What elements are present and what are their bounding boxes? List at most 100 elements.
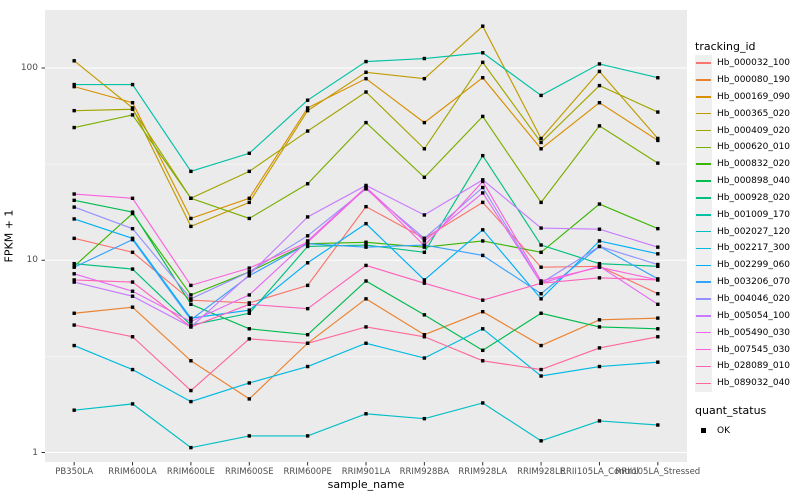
legend-key-swatch (695, 223, 712, 241)
data-point (189, 297, 193, 301)
data-point (481, 76, 485, 80)
legend-line-icon (696, 348, 711, 351)
x-tick-label: RRIM600SE (224, 466, 274, 477)
data-point (597, 227, 602, 231)
data-point (422, 56, 427, 61)
panel-background (45, 10, 687, 462)
data-point (539, 343, 543, 348)
legend-item: Hb_000032_100 (695, 54, 790, 72)
legend-key-swatch (695, 307, 712, 325)
data-point (481, 327, 485, 331)
legend-key-swatch (695, 341, 712, 359)
legend-key-swatch (695, 239, 712, 257)
data-point (656, 423, 660, 427)
y-tick-label: 100 (20, 63, 38, 73)
legend-item: Hb_004046_020 (695, 290, 790, 308)
data-point (597, 419, 602, 423)
data-point (597, 346, 602, 350)
data-point (72, 280, 76, 284)
data-point (72, 108, 76, 113)
legend-label: Hb_000832_020 (717, 159, 791, 170)
data-point (305, 106, 310, 110)
data-point (72, 198, 76, 203)
legend-label: Hb_000620_010 (717, 142, 791, 153)
legend-label: Hb_001009_170 (717, 209, 791, 220)
legend-item: Hb_000169_090 (695, 88, 790, 106)
data-point (130, 100, 135, 105)
legend-label: Hb_000928_020 (717, 192, 791, 203)
data-point (597, 318, 602, 322)
black-square-point-icon (701, 428, 706, 433)
y-tick-label: 1 (32, 447, 38, 458)
legend-label: Hb_007545_030 (717, 344, 791, 355)
legend-key-swatch (695, 273, 712, 291)
legend-item: Hb_001009_170 (695, 206, 791, 224)
data-point (189, 319, 193, 324)
data-point (656, 226, 660, 231)
data-point (656, 252, 660, 256)
x-tick-label: RRIM901LA (341, 466, 391, 477)
legend-line-icon (696, 281, 711, 283)
legend-line-icon (696, 298, 711, 300)
data-point (481, 309, 485, 314)
data-point (130, 294, 135, 298)
data-point (481, 239, 485, 243)
legend-line-icon (696, 112, 711, 115)
data-point (247, 151, 251, 156)
legend-label: Hb_003206_070 (717, 277, 791, 288)
data-point (72, 408, 76, 412)
x-tick-label: RRII105LA_Stressed (615, 466, 701, 477)
data-point (656, 360, 660, 364)
data-point (364, 263, 368, 268)
data-point (656, 264, 660, 269)
data-point (189, 318, 193, 322)
data-point (481, 24, 485, 28)
data-point (247, 270, 251, 274)
data-point (72, 59, 76, 63)
legend-title-tracking-id: tracking_id (695, 40, 756, 53)
legend-item: Hb_028089_010 (695, 357, 790, 375)
data-point (656, 138, 660, 143)
data-point (305, 98, 310, 102)
legend-line-icon (696, 163, 711, 165)
data-point (189, 169, 193, 174)
data-point (364, 297, 368, 301)
data-point (656, 302, 660, 307)
data-point (72, 278, 76, 282)
legend-key-swatch (695, 155, 712, 173)
data-point (539, 136, 543, 141)
legend-key-swatch (695, 88, 712, 106)
data-point (539, 140, 543, 145)
data-point (539, 250, 543, 254)
data-point (481, 298, 485, 302)
data-point (189, 399, 193, 404)
legend-line-icon (696, 230, 711, 233)
data-point (597, 202, 602, 206)
x-tick-label: RRIM928LE (517, 466, 566, 477)
data-point (539, 93, 543, 98)
data-point (247, 216, 251, 221)
data-point (130, 289, 135, 293)
x-tick-label: PB350LA (55, 466, 94, 477)
data-point (72, 265, 76, 269)
data-point (189, 323, 193, 327)
data-point (189, 216, 193, 221)
data-point (72, 125, 76, 130)
data-point (130, 280, 135, 284)
data-point (305, 129, 310, 133)
data-point (422, 356, 427, 360)
data-point (539, 281, 543, 285)
data-point (364, 412, 368, 416)
data-point (364, 325, 368, 329)
data-point (481, 253, 485, 258)
data-point (422, 213, 427, 217)
data-point (481, 401, 485, 405)
data-point (597, 100, 602, 105)
data-point (422, 250, 427, 254)
data-point (656, 291, 660, 296)
data-point (656, 327, 660, 331)
data-point (364, 120, 368, 125)
data-point (72, 323, 76, 327)
data-point (364, 243, 368, 247)
